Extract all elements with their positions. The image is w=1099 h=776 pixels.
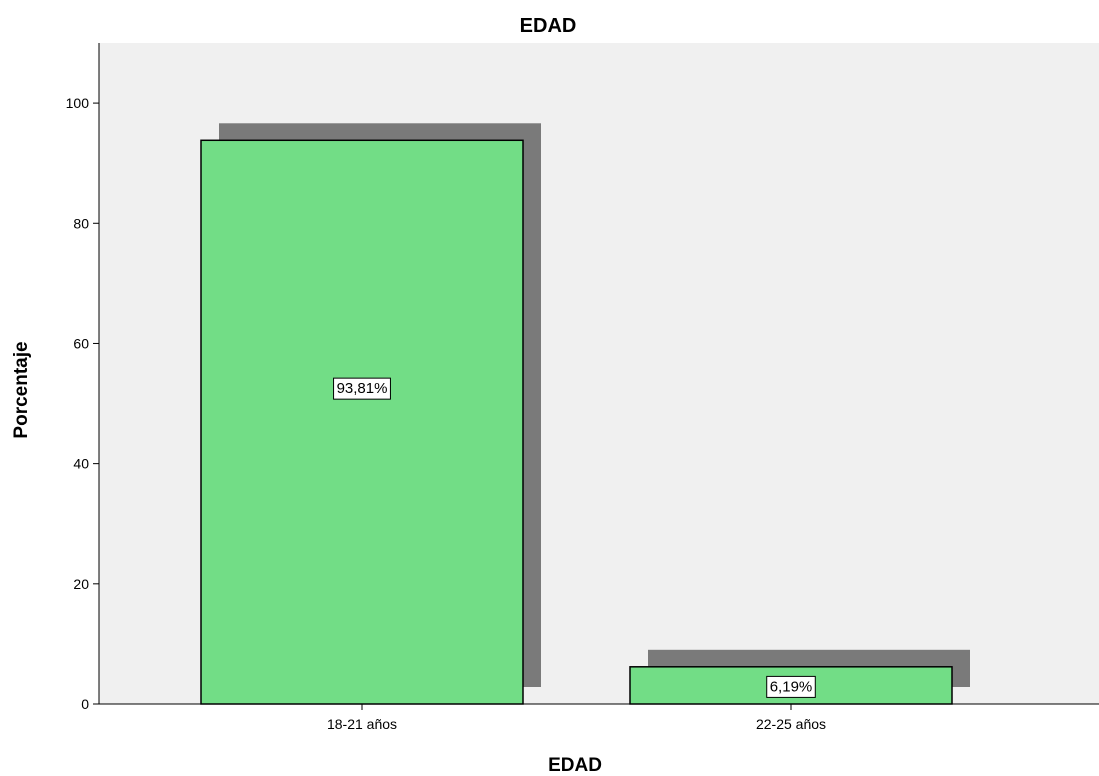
- data-label: 93,81%: [337, 380, 388, 397]
- chart-title: EDAD: [520, 15, 577, 37]
- data-label: 6,19%: [770, 678, 813, 695]
- y-tick-label: 100: [66, 95, 90, 111]
- x-tick-label: 18-21 años: [327, 716, 397, 732]
- y-tick-label: 80: [73, 215, 89, 231]
- data-label-box: [333, 377, 391, 400]
- x-axis-ticks: 18-21 años 22-25 años: [327, 704, 826, 732]
- y-tick-label: 40: [73, 456, 89, 472]
- y-tick-label: 0: [81, 696, 89, 712]
- y-tick-label: 20: [73, 576, 89, 592]
- data-labels: 93,81% 6,19%: [333, 377, 816, 698]
- bars: [200, 139, 953, 705]
- bar: [200, 139, 524, 705]
- data-label-box: [766, 675, 816, 698]
- y-axis-ticks: 0 20 40 60 80 100: [66, 95, 99, 712]
- y-axis-label: Porcentaje: [11, 341, 32, 438]
- x-tick-label: 22-25 años: [756, 716, 826, 732]
- y-tick-label: 60: [73, 335, 89, 351]
- x-axis-label: EDAD: [548, 755, 602, 776]
